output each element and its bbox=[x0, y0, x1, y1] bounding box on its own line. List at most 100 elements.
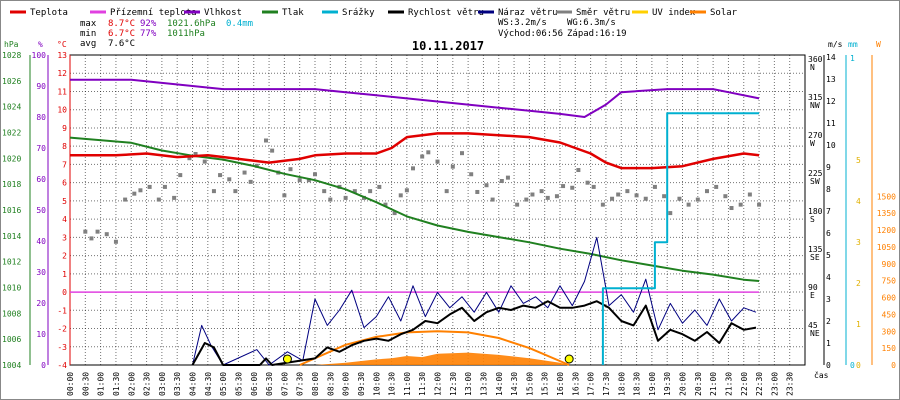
wind-dir-point bbox=[322, 189, 327, 194]
y-tick-pct: 90 bbox=[36, 82, 46, 91]
wind-dir-point bbox=[460, 151, 464, 156]
y-tick-wm2: 1500 bbox=[877, 192, 896, 201]
stats-temp-max: 8.7°C bbox=[108, 19, 135, 29]
x-tick-label: 18:30 bbox=[633, 372, 642, 396]
y-tick-degc: 2 bbox=[62, 252, 67, 261]
x-tick-label: 19:30 bbox=[663, 372, 672, 396]
wind-dir-point bbox=[600, 202, 605, 207]
y-tick-wm2: 750 bbox=[882, 277, 897, 286]
axis-title-mm: mm bbox=[848, 40, 858, 49]
legend-label-solar: Solar bbox=[710, 8, 738, 18]
x-tick-label: 01:00 bbox=[97, 372, 106, 396]
y-tick-wm2: 600 bbox=[882, 294, 897, 303]
wind-dir-point bbox=[270, 148, 275, 153]
y-tick-dir-name: S bbox=[810, 215, 815, 224]
series-srazky bbox=[601, 112, 760, 365]
y-tick-hpa: 1008 bbox=[2, 309, 21, 318]
wind-dir-point bbox=[89, 236, 94, 241]
y-tick-degc: 10 bbox=[57, 106, 67, 115]
x-tick-label: 22:30 bbox=[755, 372, 764, 396]
stats-label-avg: avg bbox=[80, 39, 96, 49]
x-tick-label: 05:00 bbox=[219, 372, 228, 396]
wind-dir-point bbox=[469, 172, 474, 177]
x-tick-label: 15:30 bbox=[541, 372, 550, 396]
wind-dir-point bbox=[554, 194, 559, 199]
y-tick-pct: 60 bbox=[36, 175, 46, 184]
wind-dir-point bbox=[211, 189, 216, 194]
y-tick-uv: 4 bbox=[856, 197, 861, 206]
y-tick-degc: 3 bbox=[62, 233, 67, 242]
x-tick-label: 09:00 bbox=[342, 372, 351, 396]
y-tick-uv: 5 bbox=[856, 156, 861, 165]
legend-label-srazky: Srážky bbox=[342, 8, 375, 18]
legend-label-tlak: Tlak bbox=[282, 8, 304, 18]
y-tick-degc: 5 bbox=[62, 197, 67, 206]
wind-dir-point bbox=[634, 193, 639, 198]
y-tick-hpa: 1012 bbox=[2, 258, 21, 267]
y-tick-hpa: 1022 bbox=[2, 128, 21, 137]
x-tick-label: 05:30 bbox=[234, 372, 243, 396]
stats-sunset: Západ:16:19 bbox=[567, 29, 627, 39]
stats-press-max: 1021.6hPa bbox=[167, 19, 216, 29]
x-tick-label: 03:00 bbox=[158, 372, 167, 396]
x-tick-label: 20:30 bbox=[694, 372, 703, 396]
stats-temp-avg: 7.6°C bbox=[108, 39, 135, 49]
y-tick-hpa: 1018 bbox=[2, 180, 21, 189]
y-tick-uv: 2 bbox=[856, 279, 861, 288]
x-tick-label: 15:00 bbox=[525, 372, 534, 396]
axis-title-degc: °C bbox=[57, 40, 67, 49]
y-tick-degc: 12 bbox=[57, 69, 67, 78]
y-tick-wm2: 1350 bbox=[877, 209, 896, 218]
series-naraz bbox=[192, 236, 757, 366]
y-tick-ms: 0 bbox=[826, 361, 831, 370]
y-tick-ms: 1 bbox=[826, 339, 831, 348]
stats-wg: WG:6.3m/s bbox=[567, 18, 616, 28]
wind-dir-point bbox=[695, 197, 700, 202]
wind-dir-point bbox=[398, 193, 403, 198]
wind-dir-point bbox=[723, 194, 728, 199]
y-tick-degc: 6 bbox=[62, 179, 67, 188]
legend-label-uv: UV index bbox=[652, 8, 696, 18]
y-tick-degc: -2 bbox=[57, 325, 67, 334]
stats-label-min: min bbox=[80, 29, 96, 39]
y-tick-dir-name: E bbox=[810, 291, 815, 300]
stats-ws: WS:3.2m/s bbox=[498, 18, 547, 28]
y-tick-ms: 9 bbox=[826, 163, 831, 172]
wind-dir-point bbox=[282, 193, 287, 198]
y-tick-wm2: 900 bbox=[882, 260, 897, 269]
wind-dir-point bbox=[383, 202, 388, 207]
y-tick-pct: 100 bbox=[32, 51, 47, 60]
y-tick-wm2: 150 bbox=[882, 344, 897, 353]
x-tick-label: 12:00 bbox=[434, 372, 443, 396]
x-tick-label: 21:00 bbox=[709, 372, 718, 396]
wind-dir-point bbox=[738, 202, 743, 207]
y-tick-wm2: 450 bbox=[882, 310, 897, 319]
y-tick-degc: 9 bbox=[62, 124, 67, 133]
legend-label-rychlost: Rychlost větru bbox=[408, 8, 484, 18]
wind-dir-point bbox=[616, 192, 621, 197]
wind-dir-point bbox=[499, 179, 504, 184]
wind-dir-point bbox=[233, 189, 238, 194]
x-tick-label: 13:00 bbox=[464, 372, 473, 396]
legend-label-naraz: Náraz větru bbox=[498, 8, 558, 18]
wind-dir-point bbox=[193, 152, 198, 156]
y-tick-uv: 3 bbox=[856, 238, 861, 247]
wind-dir-point bbox=[610, 196, 615, 201]
wind-dir-point bbox=[162, 184, 167, 189]
wind-dir-point bbox=[524, 197, 529, 202]
axis-title-ms: m/s bbox=[828, 40, 843, 49]
wind-dir-point bbox=[435, 159, 440, 164]
x-tick-label: 07:30 bbox=[296, 372, 305, 396]
stats-label-max: max bbox=[80, 19, 97, 29]
y-tick-wm2: 1200 bbox=[877, 226, 896, 235]
wind-dir-point bbox=[714, 184, 719, 189]
y-tick-hpa: 1016 bbox=[2, 206, 21, 215]
y-tick-ms: 4 bbox=[826, 273, 831, 282]
y-tick-ms: 12 bbox=[826, 97, 836, 106]
wind-dir-point bbox=[392, 211, 397, 216]
wind-dir-point bbox=[591, 184, 596, 189]
series-teplota bbox=[70, 132, 760, 170]
wind-dir-point bbox=[747, 192, 752, 197]
y-tick-dir: 180 bbox=[808, 207, 823, 216]
